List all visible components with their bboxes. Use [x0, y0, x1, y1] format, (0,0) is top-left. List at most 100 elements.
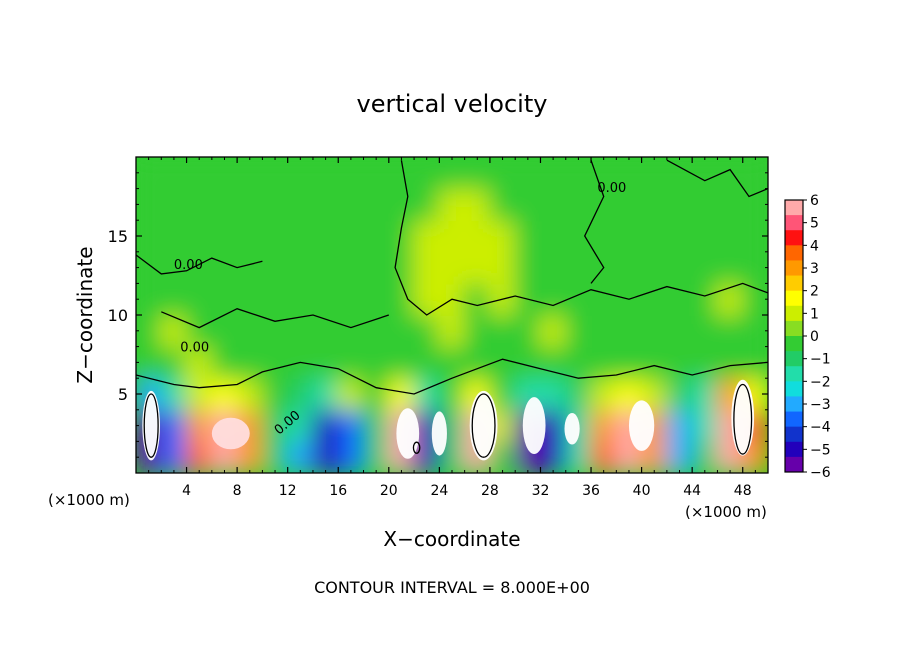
field-cell [286, 157, 314, 190]
field-cell [261, 219, 289, 253]
field-cell [261, 440, 289, 473]
field-cell [362, 250, 390, 285]
field-layer [136, 157, 768, 473]
velocity-core [142, 390, 161, 461]
colorbar-tick-label: 2 [810, 284, 819, 300]
field-cell [236, 219, 264, 253]
field-cell [236, 314, 264, 348]
field-cell [564, 187, 593, 222]
x-axis: 4 8 12 16 20 24 28 32 36 40 44 48 [148, 157, 756, 499]
x-tick-label: 12 [279, 483, 297, 499]
field-cell [413, 314, 441, 348]
field-cell [564, 250, 593, 285]
field-cell [590, 219, 618, 253]
field-cell [261, 250, 289, 285]
colorbar-swatch [785, 230, 803, 246]
field-cell [691, 377, 719, 411]
field-cell [413, 157, 441, 190]
contour-line [666, 159, 768, 198]
field-cell [640, 314, 668, 348]
contour-line [136, 358, 768, 395]
field-cell [640, 250, 668, 285]
y-tick-label: 5 [118, 385, 128, 404]
field-cell [160, 282, 188, 316]
field-cell [286, 314, 314, 348]
field-cell [210, 377, 239, 411]
field-cell [261, 408, 289, 443]
field-cell [160, 440, 188, 473]
field-cell [362, 408, 390, 443]
field-cell [640, 157, 668, 190]
field-cell [665, 314, 694, 348]
field-cell [691, 157, 719, 190]
field-cell [691, 187, 719, 222]
field-cell [514, 314, 542, 348]
field-cell [362, 345, 390, 380]
field-cell [741, 282, 768, 316]
field-cell [185, 408, 213, 443]
field-cell [362, 219, 390, 253]
field-cell [590, 314, 618, 348]
colorbar-swatch [785, 396, 803, 413]
colorbar-tick-label: 6 [810, 193, 819, 209]
field-cell [413, 345, 441, 380]
field-cell [136, 282, 163, 316]
field-cell [261, 187, 289, 222]
field-cell [185, 440, 213, 473]
field-cell [539, 282, 567, 316]
colorbar-tick-label: −4 [810, 420, 831, 436]
field-cell [236, 157, 264, 190]
field-cell [590, 440, 618, 473]
field-cell [387, 187, 416, 222]
field-cell [615, 219, 643, 253]
chart-title: vertical velocity [357, 90, 548, 118]
contour-line [161, 307, 390, 329]
field-cell [413, 377, 441, 411]
colorbar-swatch [785, 366, 803, 382]
field-cell [640, 219, 668, 253]
contour-lines [136, 159, 768, 458]
field-cell [438, 157, 466, 190]
x-tick-label: 8 [233, 483, 242, 499]
field-cell [615, 187, 643, 222]
colorbar-tick-label: −2 [810, 374, 831, 390]
contour-label: 0.00 [597, 181, 626, 196]
field-cell [640, 187, 668, 222]
field-cell [210, 345, 239, 380]
field-cell [539, 157, 567, 190]
contour-line [471, 393, 496, 458]
field-cell [665, 187, 694, 222]
field-cell [691, 282, 719, 316]
velocity-core [522, 397, 546, 455]
field-cell [387, 345, 416, 380]
field-cell [185, 377, 213, 411]
field-cell [286, 440, 314, 473]
field-cell [691, 219, 719, 253]
field-cell [741, 314, 768, 348]
field-cell [463, 345, 491, 380]
field-cell [665, 408, 694, 443]
field-cell [438, 377, 466, 411]
colorbar-swatch [785, 260, 803, 277]
field-cell [311, 440, 340, 473]
field-cell [185, 219, 213, 253]
colorbar-swatch [785, 290, 803, 307]
field-cell [539, 377, 567, 411]
colorbar-tick-label: 0 [810, 329, 819, 345]
field-cell [286, 219, 314, 253]
field-cell [160, 187, 188, 222]
field-cell [387, 219, 416, 253]
field-cell [691, 314, 719, 348]
field-cell [665, 440, 694, 473]
field-cell [136, 250, 163, 285]
field-cell [337, 187, 365, 222]
x-unit-label-right: (×1000 m) [685, 503, 767, 521]
velocity-core [431, 411, 447, 456]
field-cell [362, 187, 390, 222]
colorbar-swatch [785, 411, 803, 428]
colorbar-swatch [785, 215, 803, 231]
field-cell [564, 157, 593, 190]
field-cell [337, 345, 365, 380]
colorbar-swatch [785, 456, 803, 473]
field-cell [387, 282, 416, 316]
